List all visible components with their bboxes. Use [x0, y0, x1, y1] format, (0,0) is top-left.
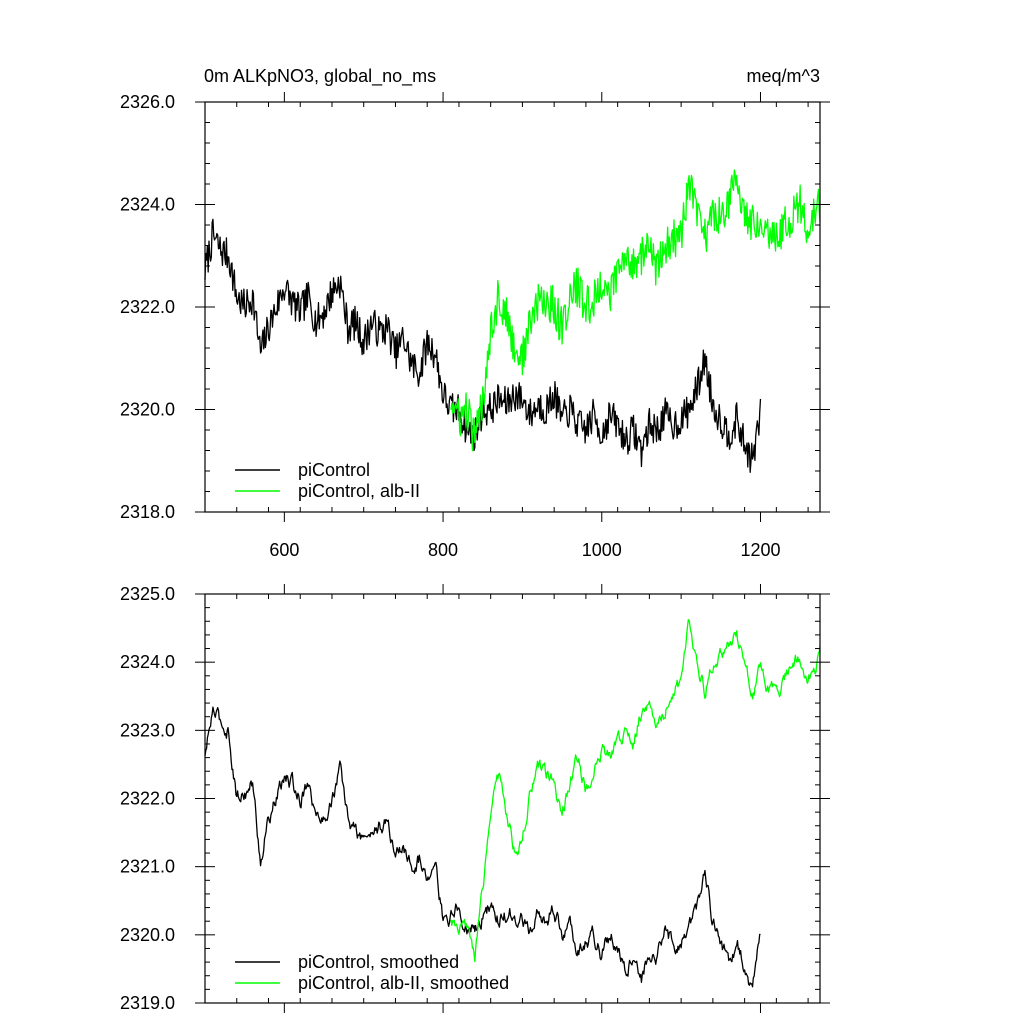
legend-label-picontrol-alb-ii-smoothed: piControl, alb-II, smoothed — [298, 973, 509, 993]
top-y-tick-label: 2326.0 — [120, 92, 175, 112]
top-y-tick-label: 2324.0 — [120, 195, 175, 215]
bottom-y-tick-label: 2323.0 — [120, 720, 175, 740]
top-y-tick-label: 2322.0 — [120, 297, 175, 317]
bottom-y-tick-label: 2320.0 — [120, 925, 175, 945]
top-series-line-picontrol-alb-ii — [450, 169, 821, 452]
top-series-line-picontrol — [204, 218, 762, 473]
top-chart-title: 0m ALKpNO3, global_no_ms — [204, 66, 436, 87]
top-chart-panel: 0m ALKpNO3, global_no_ms meq/m^3 2318.02… — [120, 66, 830, 560]
top-chart-ticks — [195, 92, 830, 522]
bottom-series-line-picontrol-smoothed — [204, 706, 761, 988]
top-x-tick-label: 1200 — [740, 540, 780, 560]
bottom-chart-legend: piControl, smoothed piControl, alb-II, s… — [235, 952, 509, 993]
legend-label-picontrol: piControl — [298, 460, 370, 480]
bottom-chart-panel: 2319.0 2320.0 2321.0 2322.0 2323.0 2324.0 2325… — [120, 584, 830, 1013]
bottom-y-tick-label: 2322.0 — [120, 789, 175, 809]
top-chart-legend: piControl piControl, alb-II — [235, 460, 420, 501]
bottom-series-line-picontrol-alb-ii-smoothed — [450, 619, 821, 963]
top-x-tick-label: 600 — [269, 540, 299, 560]
legend-label-picontrol-smoothed: piControl, smoothed — [298, 952, 459, 972]
top-x-tick-label: 800 — [428, 540, 458, 560]
bottom-y-tick-label: 2325.0 — [120, 584, 175, 604]
top-y-tick-label: 2320.0 — [120, 400, 175, 420]
bottom-chart-y-tick-labels: 2319.0 2320.0 2321.0 2322.0 2323.0 2324.0 2325… — [120, 584, 175, 1013]
top-chart-units: meq/m^3 — [747, 66, 820, 86]
top-chart-series-group — [204, 169, 821, 473]
top-chart-y-tick-labels: 2318.0 2320.0 2322.0 2324.0 2326.0 — [120, 92, 175, 522]
bottom-y-tick-label: 2319.0 — [120, 993, 175, 1013]
bottom-y-tick-label: 2324.0 — [120, 652, 175, 672]
bottom-chart-series-group — [204, 619, 821, 988]
top-y-tick-label: 2318.0 — [120, 502, 175, 522]
bottom-chart-ticks — [195, 584, 830, 1013]
top-chart-x-tick-labels: 600 800 1000 1200 — [269, 540, 780, 560]
bottom-y-tick-label: 2321.0 — [120, 857, 175, 877]
top-x-tick-label: 1000 — [582, 540, 622, 560]
legend-label-picontrol-alb-ii: piControl, alb-II — [298, 481, 420, 501]
